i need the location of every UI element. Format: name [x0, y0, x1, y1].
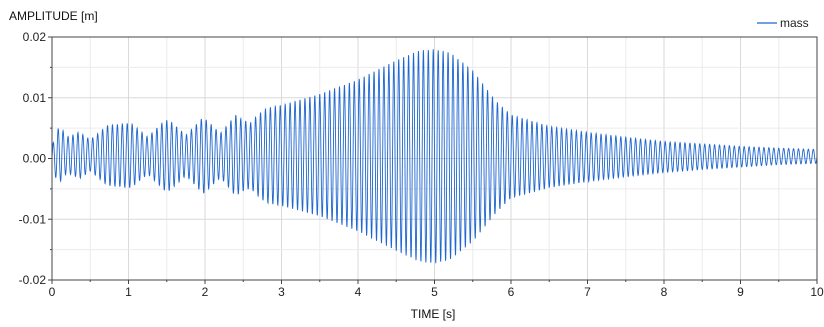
- x-axis-label: TIME [s]: [411, 307, 456, 321]
- legend-label-mass: mass: [780, 16, 809, 30]
- y-tick-label: -0.01: [19, 212, 47, 226]
- y-tick-label: -0.02: [19, 273, 47, 287]
- x-tick-label: 2: [202, 285, 209, 299]
- y-tick-label: 0.02: [23, 30, 47, 44]
- x-tick-label: 8: [661, 285, 668, 299]
- y-axis-label: AMPLITUDE [m]: [9, 9, 98, 23]
- series-mass: [51, 49, 818, 264]
- x-tick-label: 1: [125, 285, 132, 299]
- x-tick-label: 9: [737, 285, 744, 299]
- x-tick-label: 6: [508, 285, 515, 299]
- x-tick-label: 7: [584, 285, 591, 299]
- x-tick-label: 4: [355, 285, 362, 299]
- x-tick-label: 3: [278, 285, 285, 299]
- x-tick-label: 0: [49, 285, 56, 299]
- series-line-mass: [51, 49, 818, 264]
- x-tick-label: 5: [431, 285, 438, 299]
- legend[interactable]: mass: [757, 16, 809, 30]
- x-tick-label: 10: [810, 285, 824, 299]
- ticks: 0 1 2 3 4 5 6 7 8 9 10 -0.02 -0.01 0.00 0.01 0.02: [19, 30, 824, 299]
- y-tick-label: 0.00: [23, 152, 47, 166]
- y-tick-label: 0.01: [23, 91, 47, 105]
